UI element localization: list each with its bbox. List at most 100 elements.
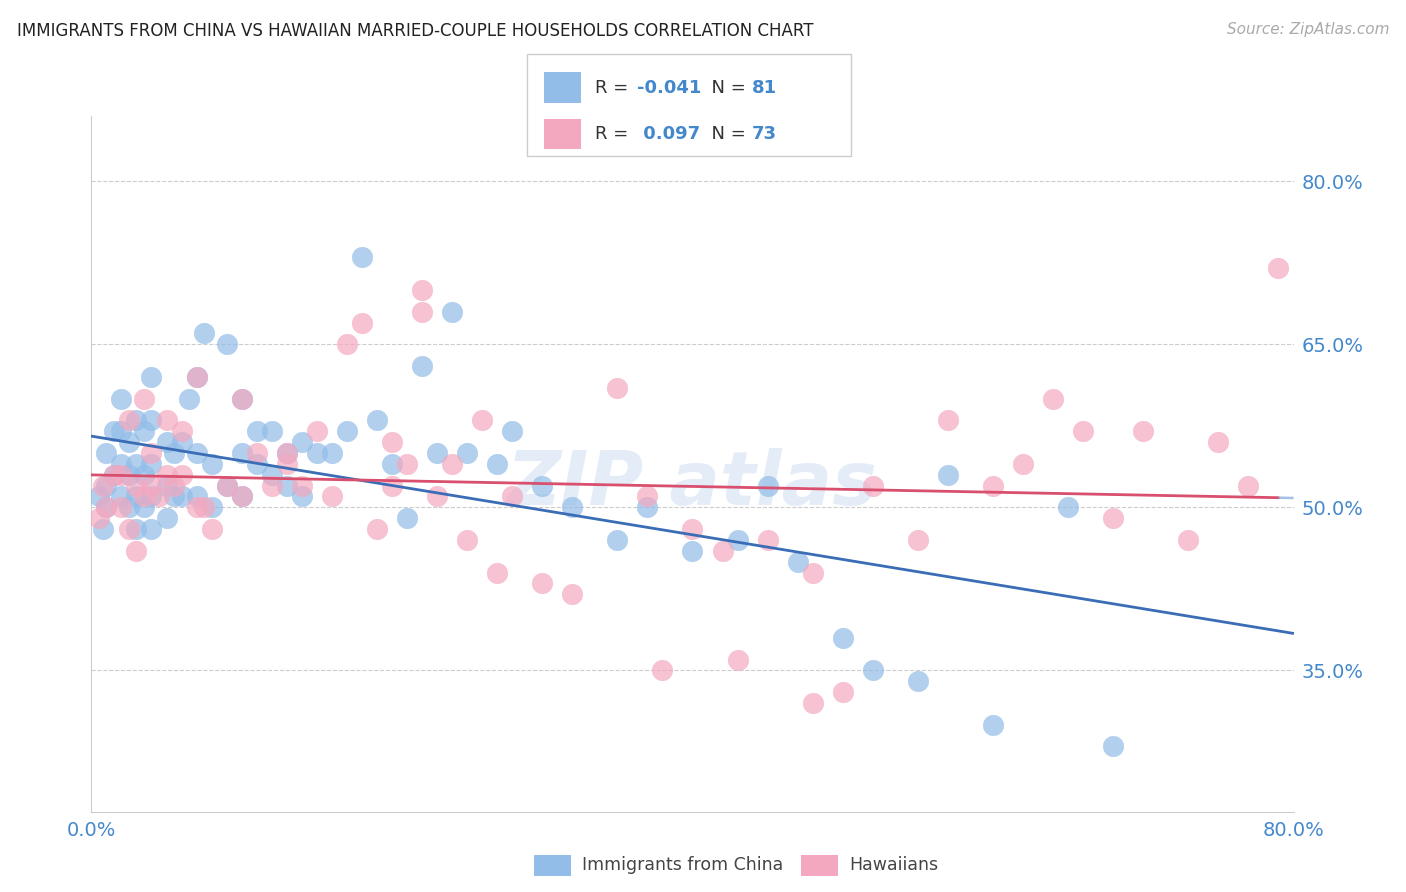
Point <box>606 381 628 395</box>
Point <box>801 566 824 580</box>
Point <box>756 478 779 492</box>
Text: N =: N = <box>700 78 752 96</box>
Point <box>141 446 163 460</box>
Text: -0.041: -0.041 <box>637 78 702 96</box>
Point <box>103 467 125 482</box>
Point <box>561 500 583 515</box>
Point <box>711 543 734 558</box>
Point <box>471 413 494 427</box>
Point <box>93 478 115 492</box>
Point <box>110 392 132 406</box>
Point <box>231 392 253 406</box>
Point <box>177 392 200 406</box>
Point <box>260 424 283 438</box>
Point <box>786 555 808 569</box>
Point <box>87 511 110 525</box>
Point <box>170 424 193 438</box>
Point <box>321 446 343 460</box>
Y-axis label: Married-couple Households: Married-couple Households <box>0 341 8 587</box>
Point <box>103 424 125 438</box>
Point <box>246 457 269 471</box>
Point <box>141 522 163 536</box>
Point <box>426 446 449 460</box>
Point <box>606 533 628 547</box>
Point <box>141 478 163 492</box>
Point <box>276 457 298 471</box>
Point <box>132 500 155 515</box>
Text: R =: R = <box>595 78 634 96</box>
Text: R =: R = <box>595 125 634 143</box>
Point <box>501 424 523 438</box>
Point <box>1267 261 1289 276</box>
Point <box>981 478 1004 492</box>
Point <box>170 490 193 504</box>
Point <box>456 446 478 460</box>
Point <box>96 446 118 460</box>
Point <box>440 457 463 471</box>
Point <box>1208 435 1230 450</box>
Point <box>93 522 115 536</box>
Point <box>531 478 554 492</box>
Point <box>727 652 749 666</box>
Point <box>110 424 132 438</box>
Point <box>727 533 749 547</box>
Point <box>411 359 433 373</box>
Point <box>291 435 314 450</box>
Point <box>276 478 298 492</box>
Point <box>96 500 118 515</box>
Point <box>366 413 388 427</box>
Point <box>141 369 163 384</box>
Point <box>118 413 141 427</box>
Point <box>336 424 359 438</box>
Point <box>125 543 148 558</box>
Text: N =: N = <box>700 125 752 143</box>
Text: Source: ZipAtlas.com: Source: ZipAtlas.com <box>1226 22 1389 37</box>
Point <box>636 500 658 515</box>
Point <box>426 490 449 504</box>
Point <box>141 457 163 471</box>
Text: ZIP atlas: ZIP atlas <box>508 448 877 521</box>
Point <box>125 522 148 536</box>
Point <box>231 446 253 460</box>
Point <box>193 326 215 341</box>
Point <box>186 369 208 384</box>
Point <box>125 478 148 492</box>
Point <box>215 478 238 492</box>
Text: 81: 81 <box>752 78 778 96</box>
Point <box>366 522 388 536</box>
Point <box>132 424 155 438</box>
Point <box>381 435 404 450</box>
Point <box>907 533 929 547</box>
Point <box>125 413 148 427</box>
Point <box>486 457 509 471</box>
Point <box>907 674 929 689</box>
Point <box>186 500 208 515</box>
Point <box>163 490 186 504</box>
Point <box>201 522 224 536</box>
Point <box>141 413 163 427</box>
Point <box>801 696 824 710</box>
Point <box>1102 511 1125 525</box>
Text: Immigrants from China: Immigrants from China <box>582 856 783 874</box>
Point <box>1177 533 1199 547</box>
Point <box>141 490 163 504</box>
Point <box>186 369 208 384</box>
Point <box>118 467 141 482</box>
Point <box>155 413 177 427</box>
Point <box>561 587 583 601</box>
Point <box>276 446 298 460</box>
Point <box>163 446 186 460</box>
Point <box>936 413 959 427</box>
Point <box>1071 424 1094 438</box>
Point <box>651 664 673 678</box>
Point <box>395 511 418 525</box>
Point <box>936 467 959 482</box>
Point <box>201 500 224 515</box>
Point <box>231 490 253 504</box>
Point <box>87 490 110 504</box>
Point <box>1237 478 1260 492</box>
Point <box>125 490 148 504</box>
Point <box>1132 424 1154 438</box>
Point <box>155 467 177 482</box>
Point <box>201 457 224 471</box>
